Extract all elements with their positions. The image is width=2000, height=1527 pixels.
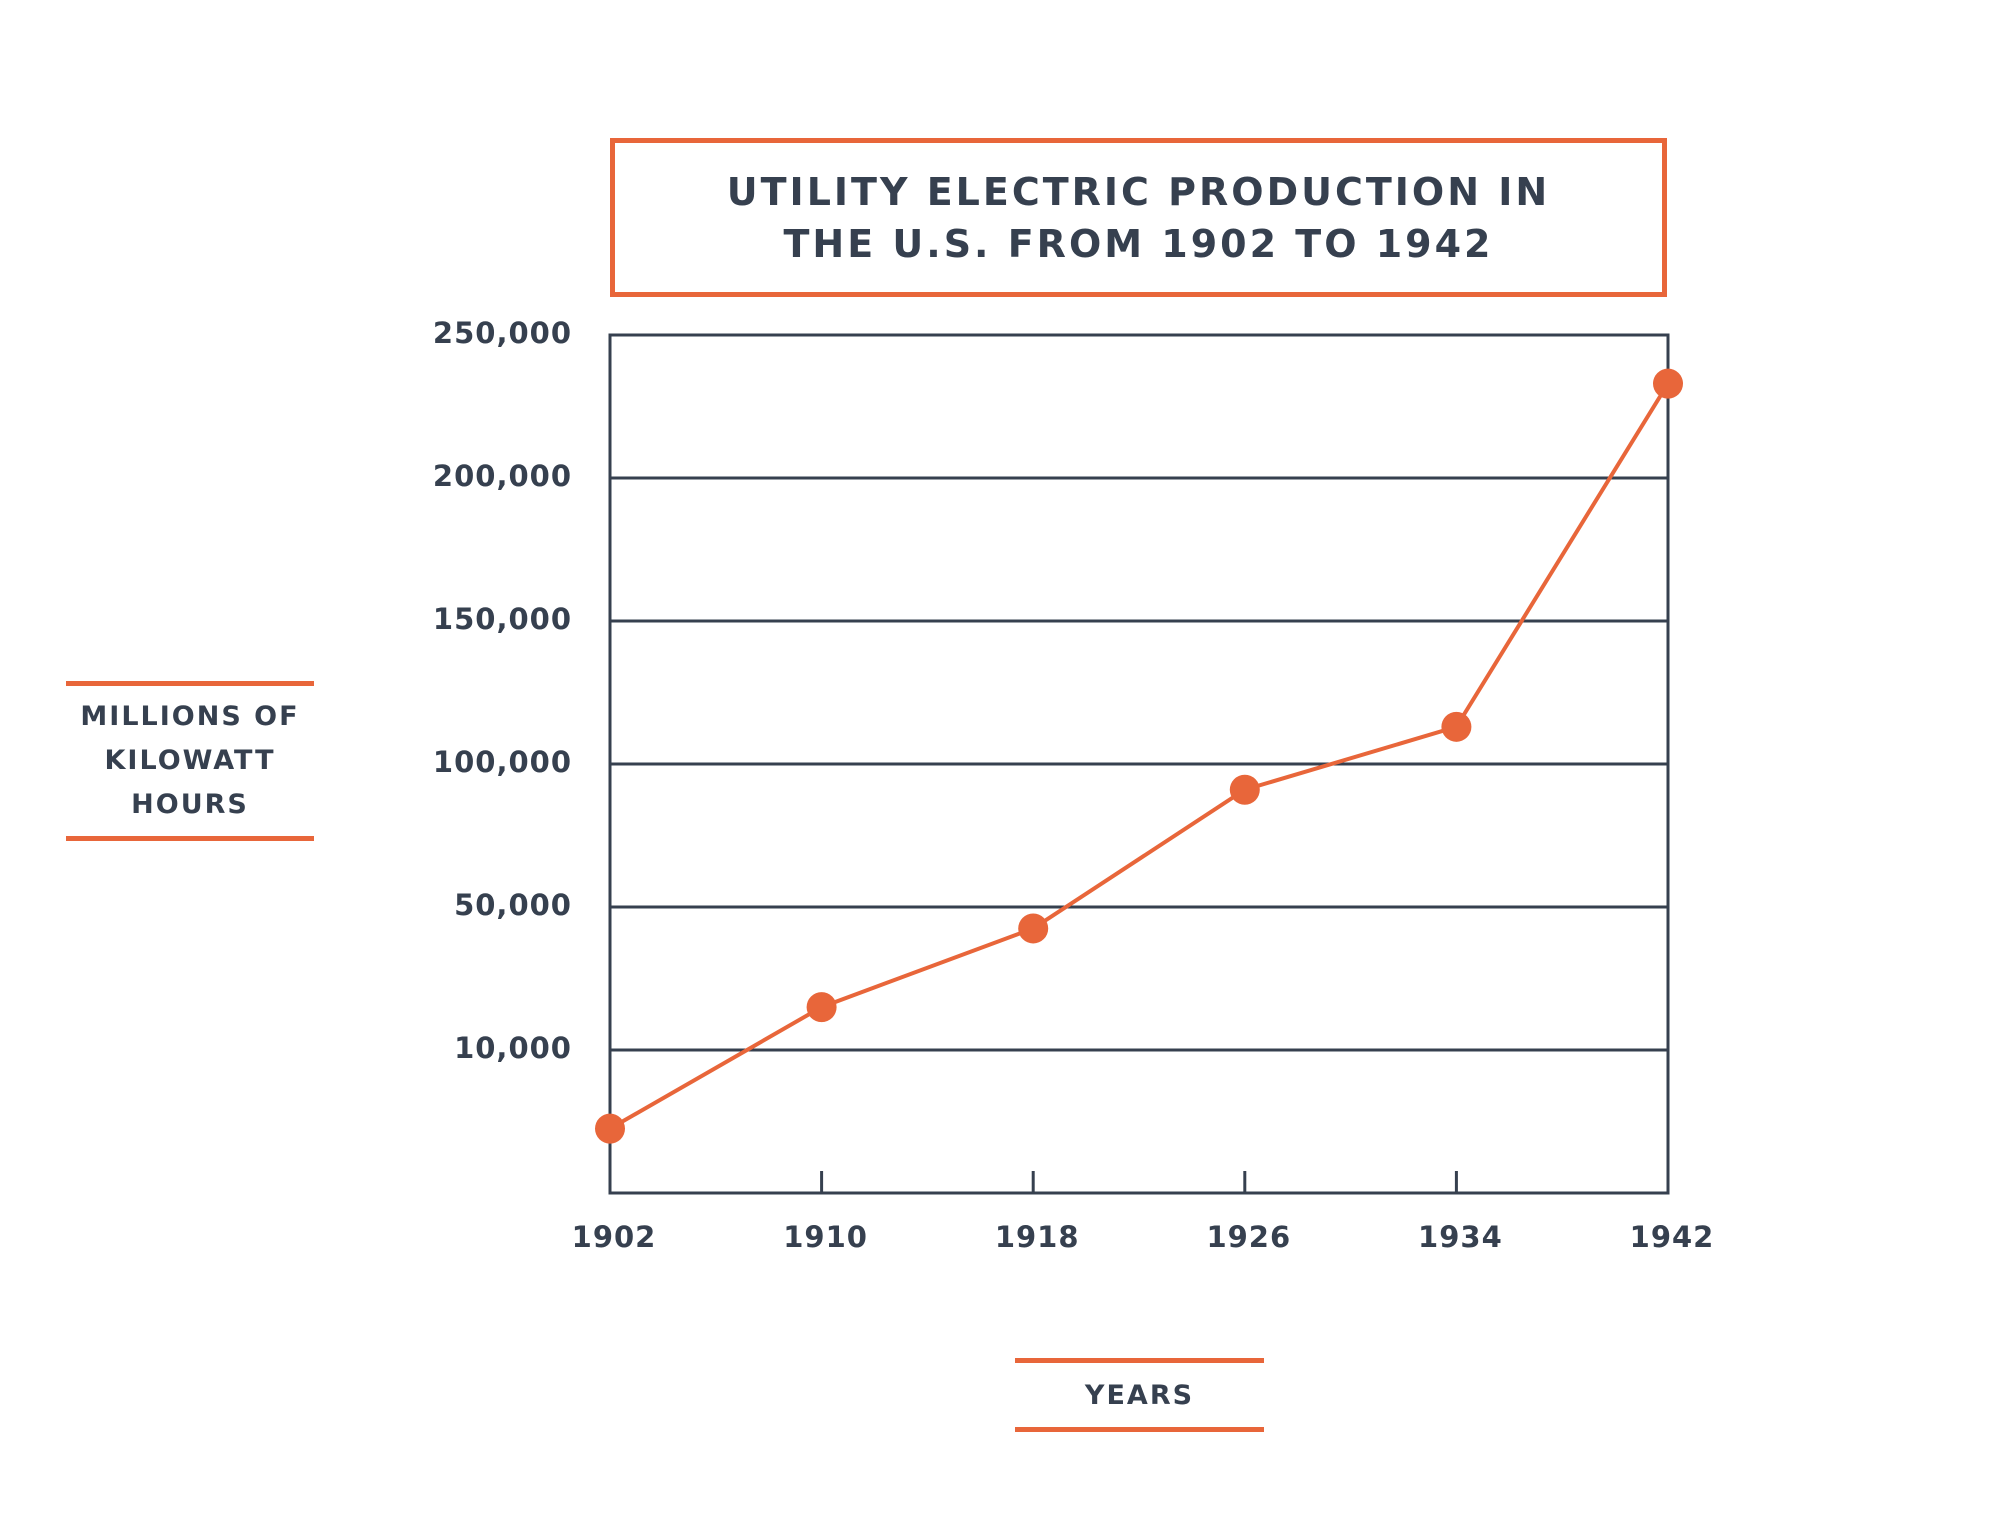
plot-frame	[608, 333, 1670, 1195]
point	[1229, 774, 1260, 805]
y-label-box: MILLIONS OF KILOWATT HOURS	[66, 681, 314, 841]
point	[1018, 913, 1049, 944]
point	[806, 992, 837, 1023]
point	[1653, 368, 1683, 399]
x-axis-label: YEARS	[1015, 1358, 1264, 1432]
x-tick-label: 1942	[1630, 1220, 1715, 1254]
x-tick-label: 1902	[572, 1220, 657, 1254]
line	[609, 382, 1670, 1131]
y-axis-label: MILLIONS OF KILOWATT HOURS	[80, 701, 300, 820]
point	[595, 1113, 625, 1144]
y-tick-label: 150,000	[433, 602, 572, 636]
chart-title: UTILITY ELECTRIC PRODUCTION IN THE U.S. …	[726, 169, 1551, 266]
y-tick-label: 200,000	[433, 459, 572, 493]
title-box: UTILITY ELECTRIC PRODUCTION IN THE U.S. …	[610, 138, 1667, 297]
x-tick-label: 1934	[1418, 1220, 1503, 1254]
y-tick-label: 100,000	[433, 745, 572, 779]
x-tick-label: 1926	[1206, 1220, 1291, 1254]
point	[1441, 711, 1472, 742]
y-tick-label: 10,000	[454, 1031, 572, 1065]
y-tick-label: 250,000	[433, 316, 572, 350]
x-tick-label: 1918	[995, 1220, 1080, 1254]
y-tick-label: 50,000	[454, 888, 572, 922]
x-tick-label: 1910	[783, 1220, 868, 1254]
